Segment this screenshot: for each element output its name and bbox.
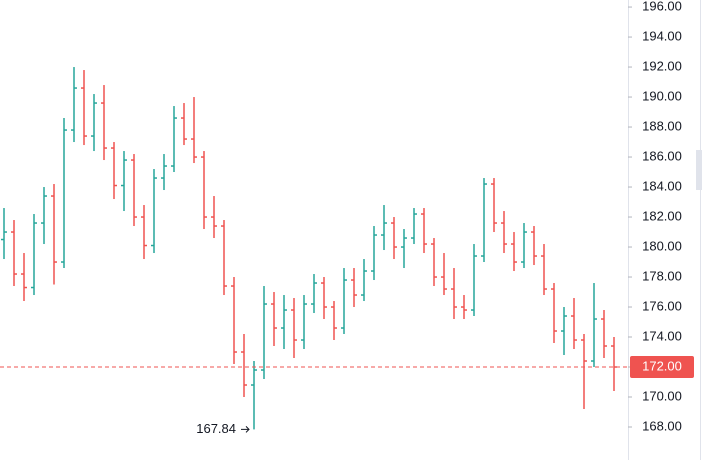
low-annotation: 167.84 [196,421,236,436]
panel-handle[interactable] [696,150,702,190]
y-tick-label: 182.00 [642,208,682,223]
y-tick-label: 176.00 [642,298,682,313]
y-tick-label: 170.00 [642,388,682,403]
y-tick-label: 184.00 [642,178,682,193]
y-tick-label: 192.00 [642,58,682,73]
y-tick-label: 194.00 [642,28,682,43]
y-tick-label: 196.00 [642,0,682,13]
y-tick-label: 174.00 [642,328,682,343]
y-tick-label: 180.00 [642,238,682,253]
y-tick-label: 186.00 [642,148,682,163]
low-arrow [241,426,250,433]
y-tick-label: 188.00 [642,118,682,133]
last-price-label: 172.00 [642,358,682,373]
y-tick-label: 190.00 [642,88,682,103]
y-tick-label: 168.00 [642,418,682,433]
last-price-badge [630,356,694,379]
y-tick-label: 178.00 [642,268,682,283]
